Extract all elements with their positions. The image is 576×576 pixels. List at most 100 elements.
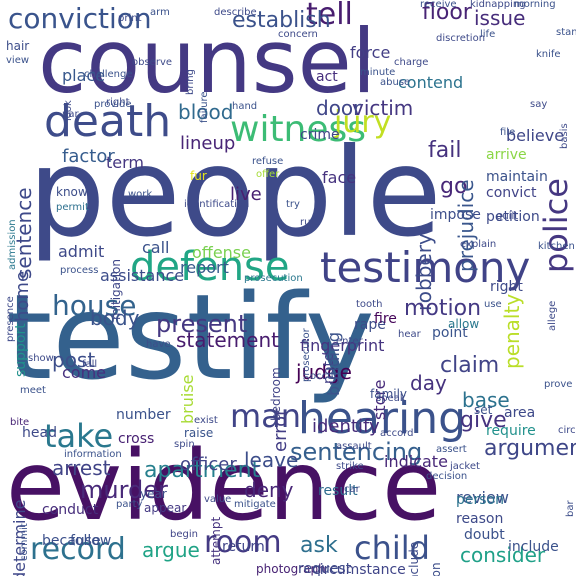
cloud-word: kitchen	[538, 241, 575, 252]
cloud-word: mitigation	[109, 258, 123, 320]
cloud-word: work	[128, 189, 153, 200]
cloud-word: area	[504, 405, 536, 421]
cloud-word: exist	[194, 415, 218, 426]
cloud-word: crime	[300, 127, 340, 143]
cloud-word: enter	[336, 336, 363, 347]
cloud-word: have	[146, 339, 171, 350]
cloud-word: follow	[70, 533, 112, 549]
cloud-word: show	[28, 353, 54, 364]
cloud-word: day	[410, 371, 447, 395]
cloud-word: begin	[170, 529, 198, 540]
cloud-word: hearing	[298, 393, 467, 444]
cloud-word: try	[286, 199, 300, 210]
cloud-word: prove	[544, 379, 573, 390]
cloud-word: morning	[514, 0, 556, 10]
cloud-word: arm	[150, 7, 170, 18]
cloud-word: year	[140, 487, 167, 501]
cloud-word: face	[322, 168, 357, 187]
cloud-word: decision	[426, 471, 468, 482]
cloud-word: admit	[58, 242, 105, 261]
cloud-word: bar	[565, 500, 576, 517]
cloud-word: strike	[336, 461, 364, 472]
cloud-word: admission	[7, 219, 18, 270]
cloud-word: set	[474, 403, 493, 417]
cloud-word: argue	[142, 538, 200, 562]
cloud-word: base	[462, 388, 510, 412]
cloud-word: explain	[460, 239, 497, 250]
cloud-word: conclude	[407, 541, 421, 576]
cloud-word: fur	[190, 169, 207, 183]
cloud-word: commit	[19, 523, 30, 561]
cloud-word: kidnapping	[470, 0, 526, 10]
cloud-word: hair	[6, 39, 30, 53]
cloud-word: value	[204, 494, 232, 505]
cloud-word: right	[106, 97, 130, 108]
cloud-word: reason	[456, 511, 504, 527]
cloud-word: sentencing	[290, 438, 423, 466]
cloud-word: home	[12, 270, 33, 322]
cloud-word: people	[28, 122, 442, 264]
cloud-word: fire	[374, 311, 397, 327]
cloud-word: take	[44, 417, 114, 455]
cloud-word: meet	[20, 385, 46, 396]
cloud-word: go	[440, 174, 468, 199]
cloud-word: standard	[556, 27, 576, 38]
cloud-word: issue	[474, 6, 526, 30]
cloud-word: murder	[80, 476, 168, 504]
cloud-word: number	[116, 407, 171, 423]
cloud-word: child	[354, 529, 430, 567]
cloud-word: discretion	[436, 33, 486, 44]
cloud-word: describe	[214, 7, 257, 18]
cloud-word: allege	[547, 300, 558, 331]
cloud-word: testify	[6, 268, 375, 406]
cloud-word: charge	[394, 57, 429, 68]
cloud-word: mitigate	[234, 499, 276, 510]
cloud-word: file	[500, 127, 516, 138]
cloud-word: permit	[56, 202, 89, 213]
cloud-word: identify	[312, 416, 380, 437]
cloud-word: factor	[62, 146, 115, 167]
cloud-word: bedroom	[269, 367, 283, 421]
cloud-word: bring	[185, 69, 196, 95]
cloud-word: review	[456, 488, 509, 507]
cloud-word: lineup	[180, 133, 236, 154]
cloud-word: observe	[132, 57, 173, 68]
cloud-word: live	[230, 184, 262, 205]
cloud-word: process	[60, 265, 99, 276]
cloud-word: apartment	[144, 458, 261, 483]
cloud-word: assistance	[100, 266, 185, 285]
cloud-word: officer	[180, 454, 237, 475]
cloud-word: post	[52, 348, 96, 372]
cloud-word: place	[62, 66, 106, 85]
cloud-word: concern	[278, 29, 318, 40]
cloud-word: person	[456, 492, 504, 508]
cloud-word: support	[13, 323, 29, 377]
cloud-word: provide	[94, 99, 132, 110]
cloud-word: appear	[144, 501, 187, 515]
cloud-word: indicate	[384, 452, 448, 471]
cloud-word: result	[318, 483, 358, 499]
cloud-word: record	[30, 532, 126, 567]
cloud-word: prejudice	[454, 179, 478, 272]
cloud-word: receive	[420, 0, 457, 10]
cloud-word: doubt	[464, 527, 505, 543]
cloud-word: room	[204, 525, 282, 560]
cloud-word: victim	[352, 96, 414, 120]
cloud-word: challenge	[84, 69, 133, 80]
cloud-word: believe	[506, 126, 565, 145]
cloud-word: information	[64, 449, 122, 460]
cloud-word: conviction	[8, 2, 152, 35]
cloud-word: convict	[486, 185, 537, 201]
cloud-word: photograph	[256, 562, 326, 576]
cloud-word: act	[316, 69, 338, 85]
cloud-word: prosecutor	[301, 328, 312, 382]
cloud-word: rule	[300, 217, 320, 228]
cloud-word: house	[52, 289, 137, 322]
cloud-word: leave	[244, 448, 299, 472]
cloud-word: jacket	[450, 461, 480, 472]
cloud-word: raise	[184, 426, 214, 440]
cloud-word: basis	[559, 123, 570, 149]
cloud-word: head	[22, 425, 57, 441]
cloud-word: penalty	[500, 293, 524, 369]
